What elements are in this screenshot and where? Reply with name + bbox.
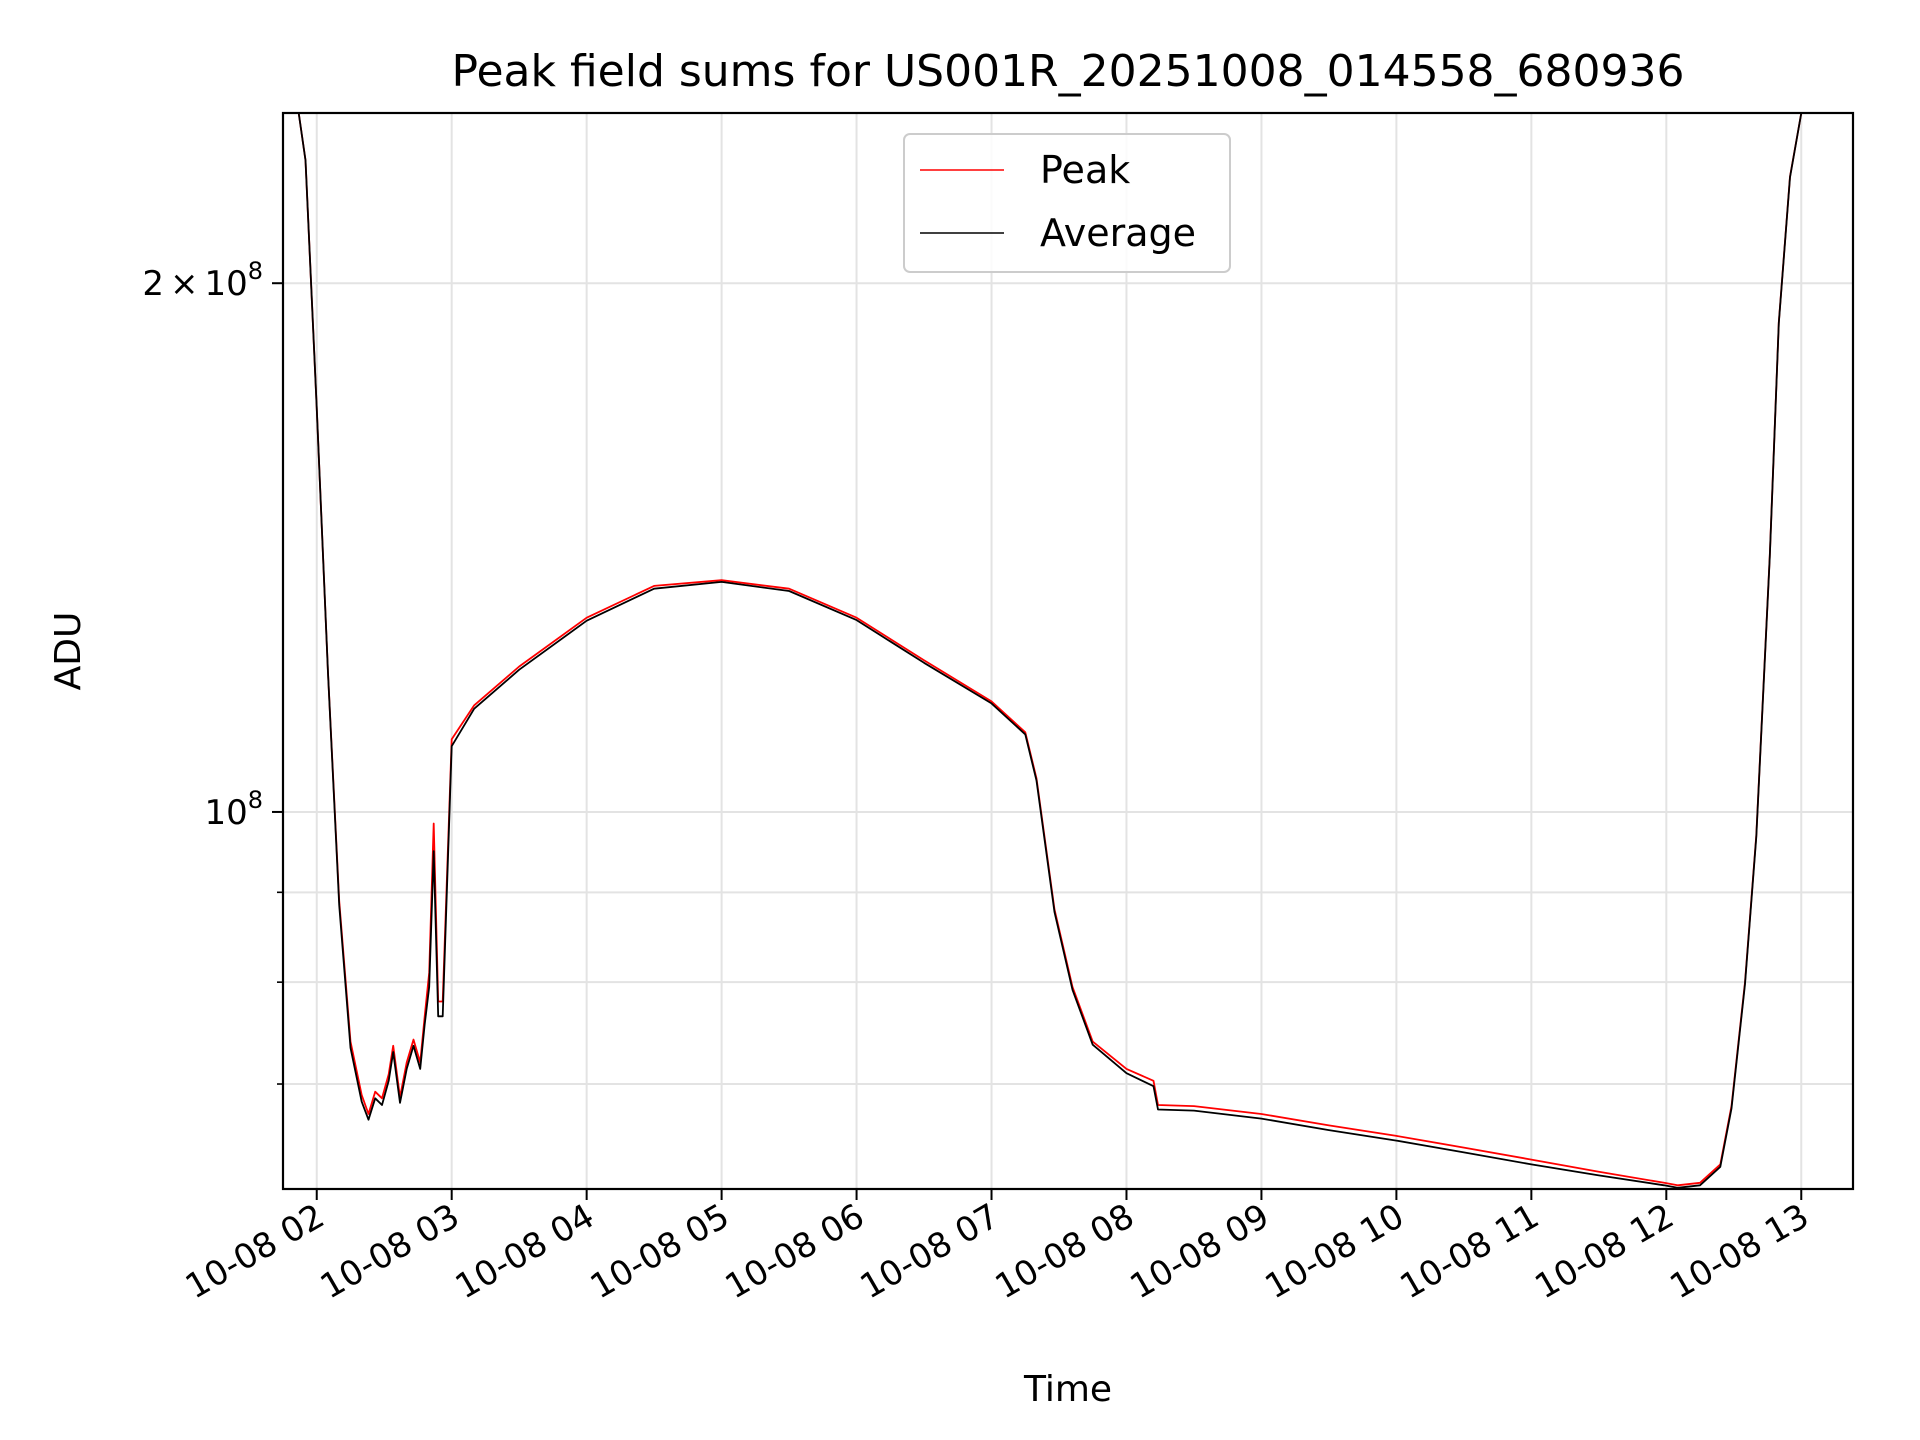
series-line-peak [297, 112, 1803, 1187]
series-line-average [297, 112, 1803, 1189]
x-axis-label: Time [1023, 1369, 1112, 1410]
chart-title: Peak field sums for US001R_20251008_0145… [451, 46, 1684, 97]
y-axis-label: ADU [48, 612, 89, 691]
legend: Peak Average [903, 133, 1231, 273]
y-tick-label: 108 [204, 786, 263, 833]
legend-label-peak: Peak [1040, 148, 1130, 192]
grid [283, 113, 1853, 1189]
y-tick-label-times: × [170, 264, 199, 304]
y-tick-label-mantissa: 2 [142, 264, 164, 304]
plot-frame [281, 111, 1855, 1191]
y-tick-label-base: 10 [204, 264, 247, 304]
y-tick-label-base: 10 [204, 793, 247, 833]
y-tick-label-exp: 8 [248, 786, 263, 814]
legend-box [903, 133, 1231, 273]
legend-label-average: Average [1040, 211, 1196, 255]
y-tick-label-exp: 8 [248, 257, 263, 285]
series-layer [297, 112, 1803, 1189]
y-tick-label: 2 × 108 [142, 257, 263, 304]
